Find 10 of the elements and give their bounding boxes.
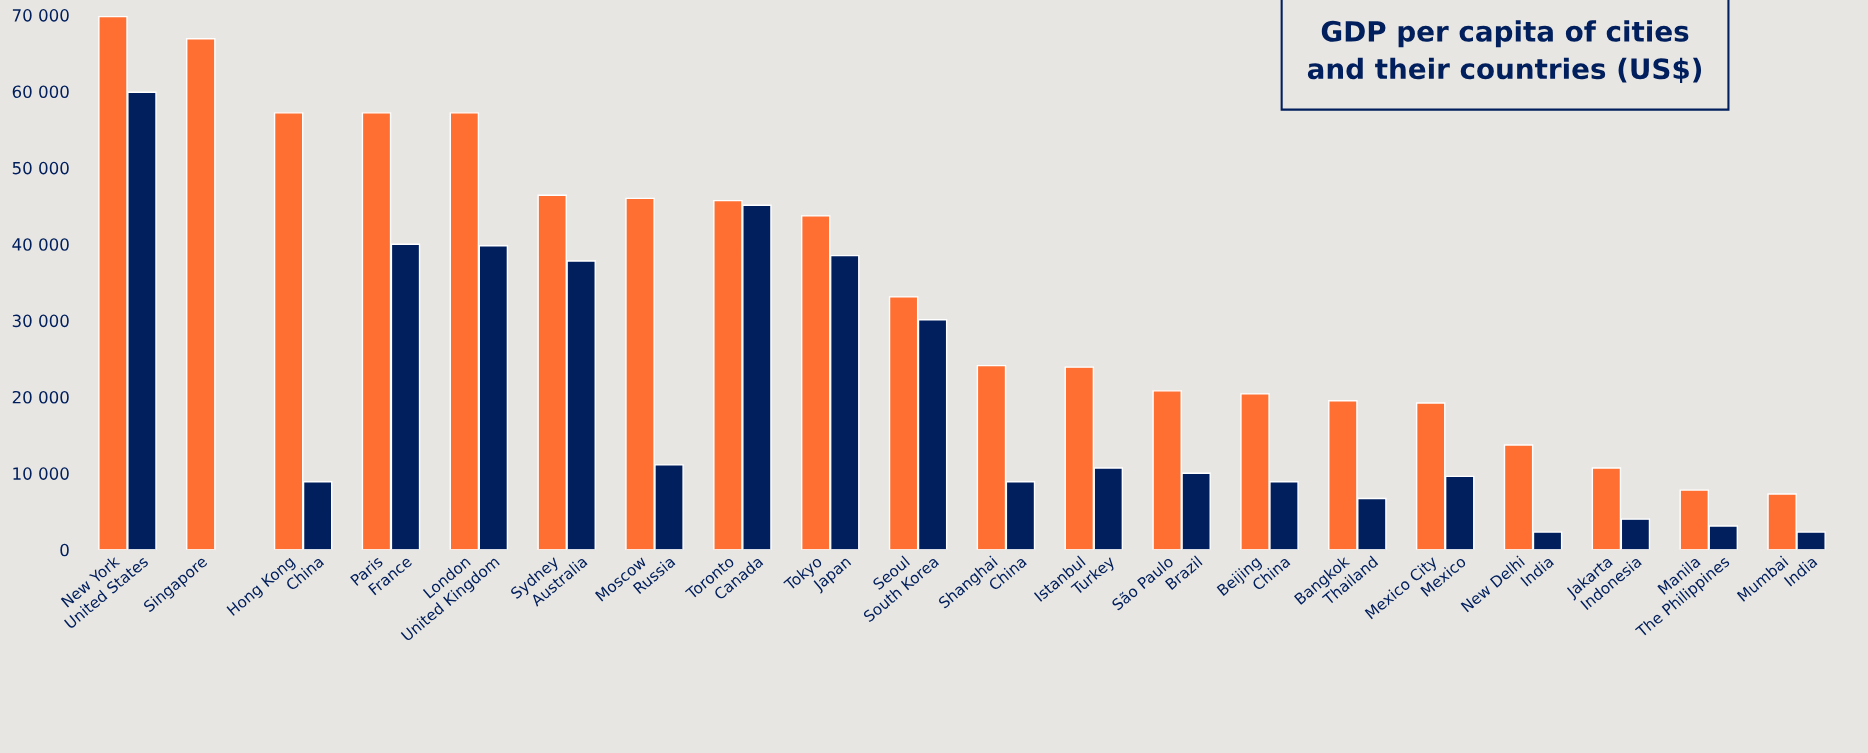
y-tick-label: 10 000 <box>13 467 69 480</box>
y-tick-label: 40 000 <box>12 238 69 251</box>
y-tick-label: 20 000 <box>12 390 69 404</box>
y-tick-label: 70 000 <box>12 9 69 22</box>
y-tick-label: 0 <box>60 543 69 557</box>
bar <box>186 38 216 550</box>
y-tick-label: 50 000 <box>12 161 69 175</box>
text: GDP per capita of cities and their countries (US$) <box>1307 20 1702 83</box>
y-tick-label: 60 000 <box>12 85 69 98</box>
y-tick-label: 30 000 <box>12 314 69 328</box>
